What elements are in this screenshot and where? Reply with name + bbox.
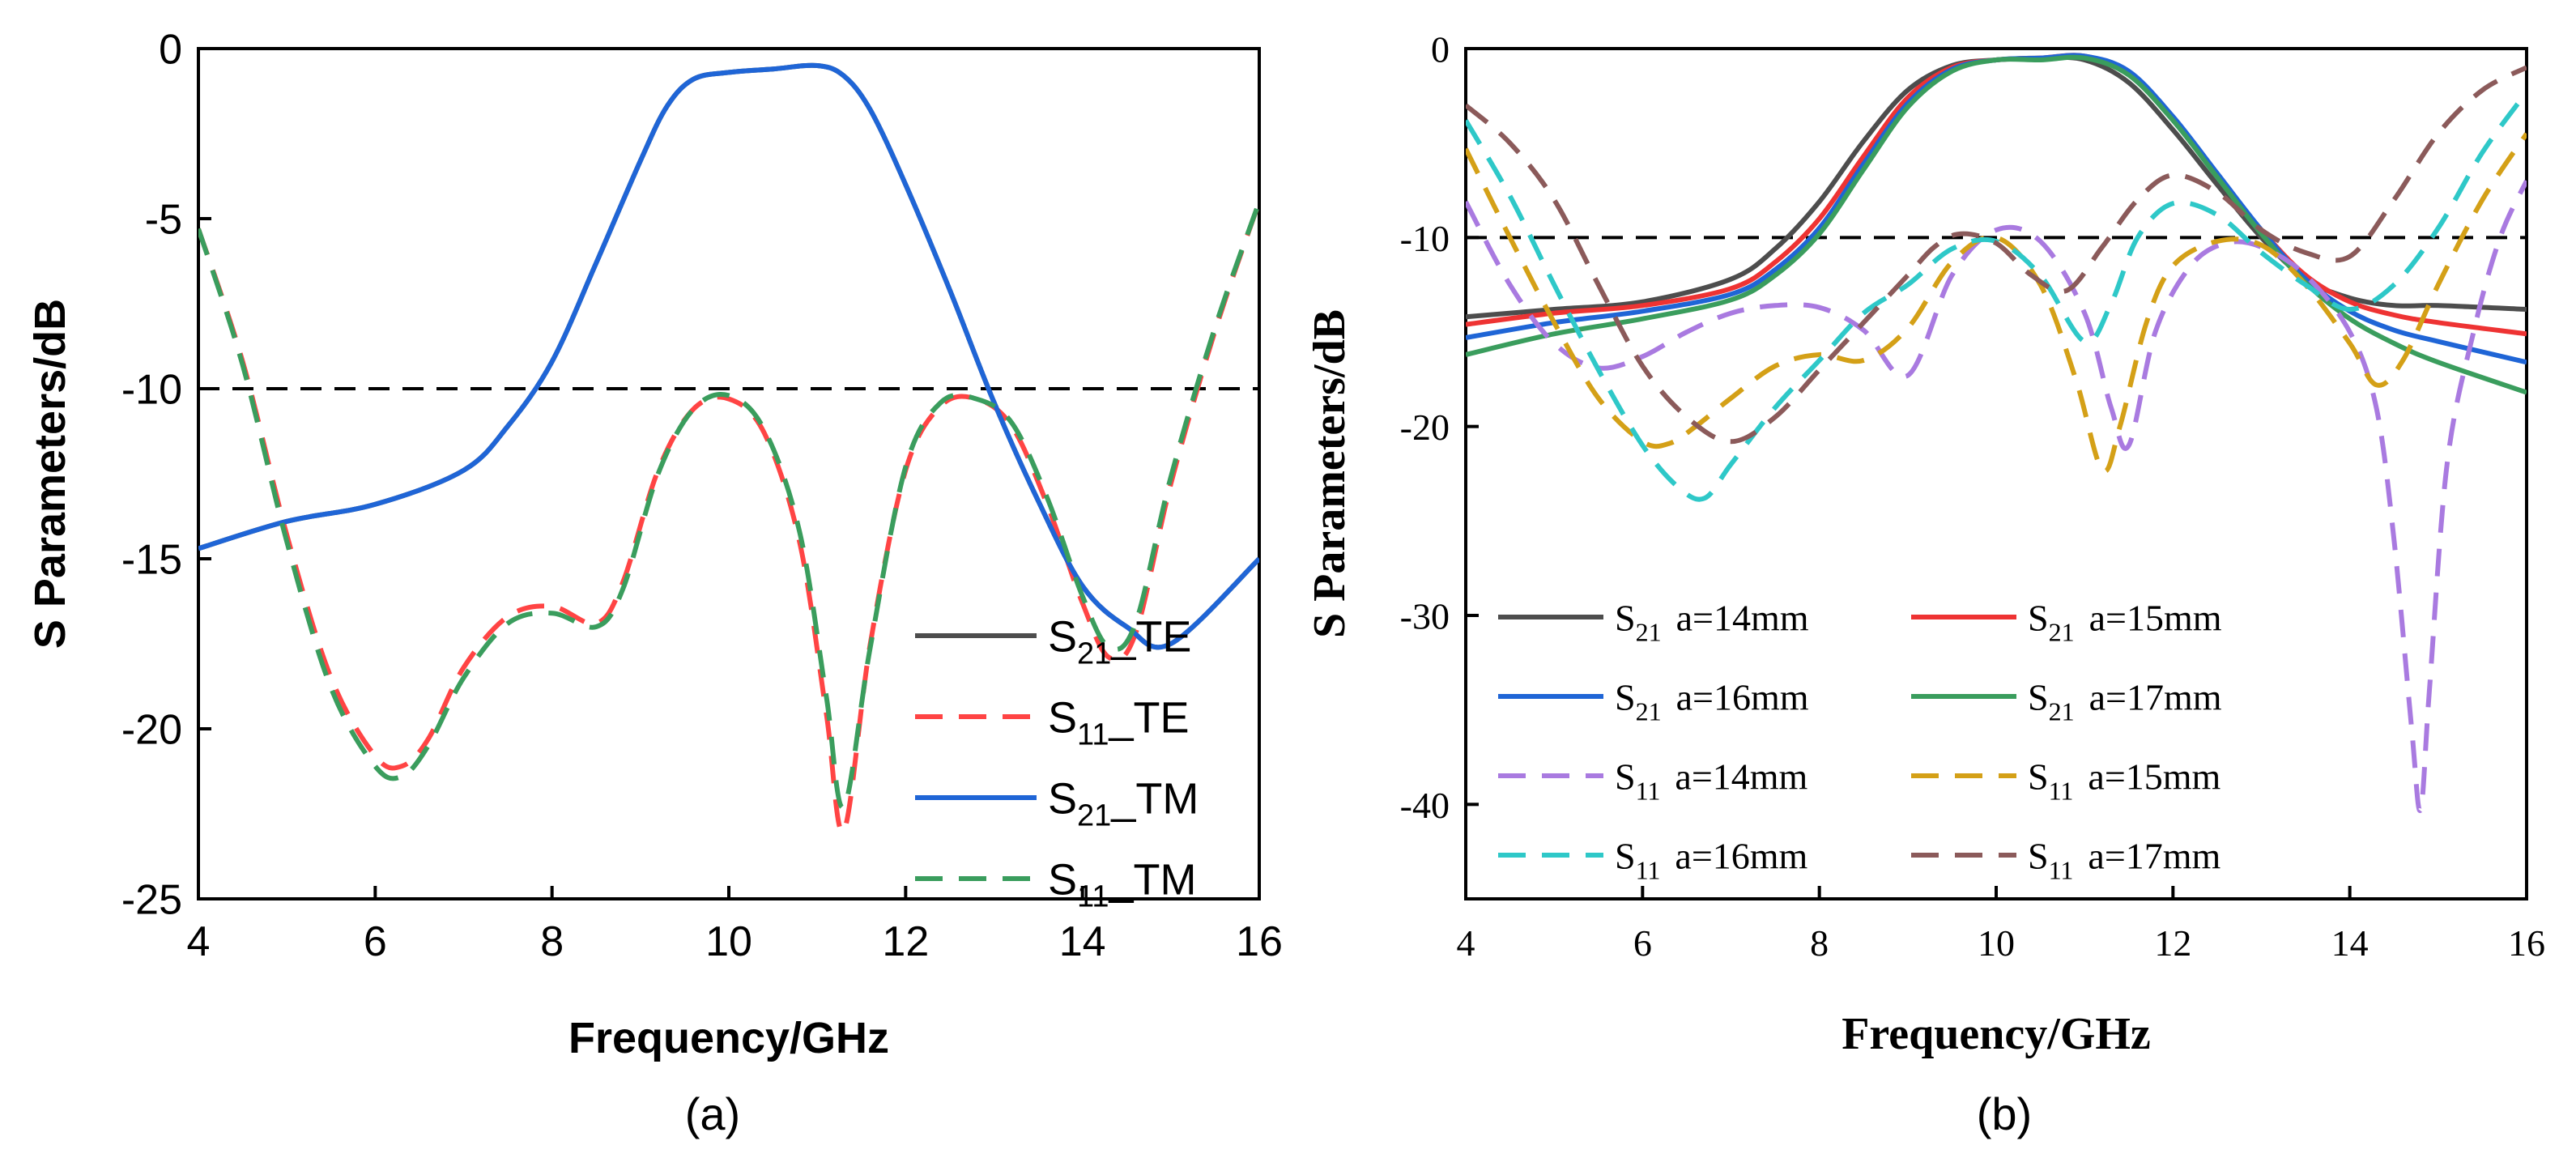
y-tick-label: -10 (121, 367, 182, 414)
y-tick-label: -5 (145, 197, 182, 244)
x-tick-label: 10 (1978, 922, 2015, 964)
x-tick-label: 4 (187, 918, 211, 965)
x-tick-label: 16 (1236, 918, 1283, 965)
legend: S21 a=14mm S21 a=15mm S21 a=16mm S21 a=17mm S11 a… (1498, 598, 2222, 885)
x-tick-label: 6 (364, 918, 387, 965)
legend-label: S21 a=16mm (1615, 677, 1809, 726)
x-tick-label: 6 (1633, 922, 1652, 964)
series-line-s21-tm (198, 62, 1259, 650)
chart-panel-b: 4 6 8 10 12 14 16 0 -10 -20 -30 -40 S21 a=14mm S21 a=15… (1305, 29, 2545, 1139)
y-tick-label: -40 (1400, 785, 1450, 826)
panel-label: (b) (1977, 1088, 2032, 1139)
y-tick-label: -20 (1400, 407, 1450, 448)
y-tick-label: 0 (1431, 29, 1450, 70)
y-tick-label: -30 (1400, 596, 1450, 637)
x-tick-label: 8 (1810, 922, 1829, 964)
x-axis-label: Frequency/GHz (568, 1014, 889, 1062)
x-tick-label: 12 (882, 918, 929, 965)
series-line-s11-a-17mm (1466, 65, 2527, 445)
legend-label: S21 a=15mm (2028, 598, 2222, 647)
x-tick-label: 4 (1457, 922, 1475, 964)
series-group (198, 62, 1259, 835)
legend-label: S11_TE (1048, 693, 1190, 751)
legend-label: S21 a=14mm (1615, 598, 1809, 647)
x-tick-label: 14 (2331, 922, 2369, 964)
legend-label: S11_TM (1048, 855, 1196, 913)
y-axis-label: S Parameters/dB (26, 299, 75, 649)
y-tick-label: -10 (1400, 218, 1450, 259)
x-tick-label: 8 (540, 918, 564, 965)
series-group (1466, 53, 2527, 813)
legend-label: S21_TM (1048, 774, 1199, 832)
y-tick-label: 0 (159, 27, 182, 74)
legend-label: S11 a=14mm (1615, 756, 1808, 806)
y-tick-label: -15 (121, 537, 182, 584)
x-tick-label: 10 (705, 918, 752, 965)
legend-label: S11 a=16mm (1615, 836, 1808, 885)
chart-panel-a: 4 6 8 10 12 14 160-5-10-15-20-25S21_TES11_TES2… (26, 27, 1283, 1139)
legend-label: S21_TE (1048, 612, 1191, 671)
series-line-s11-te (198, 201, 1259, 835)
y-axis-label: S Parameters/dB (1305, 309, 1355, 638)
y-tick-label: -20 (121, 707, 182, 754)
series-line-s11-a-15mm (1466, 132, 2527, 475)
legend: S21_TE S11_TE S21_TM S11_TM (915, 612, 1199, 914)
panel-label: (a) (685, 1088, 740, 1139)
legend-label: S21 a=17mm (2028, 677, 2222, 726)
x-tick-label: 14 (1059, 918, 1106, 965)
legend-label: S11 a=15mm (2028, 756, 2221, 806)
series-line-s11-tm (198, 201, 1259, 811)
series-line-s11-a-14mm (1466, 180, 2527, 813)
x-tick-label: 12 (2154, 922, 2191, 964)
x-tick-label: 16 (2508, 922, 2545, 964)
y-tick-label: -25 (121, 877, 182, 924)
x-axis-label: Frequency/GHz (1842, 1009, 2151, 1059)
legend-label: S11 a=17mm (2028, 836, 2221, 885)
